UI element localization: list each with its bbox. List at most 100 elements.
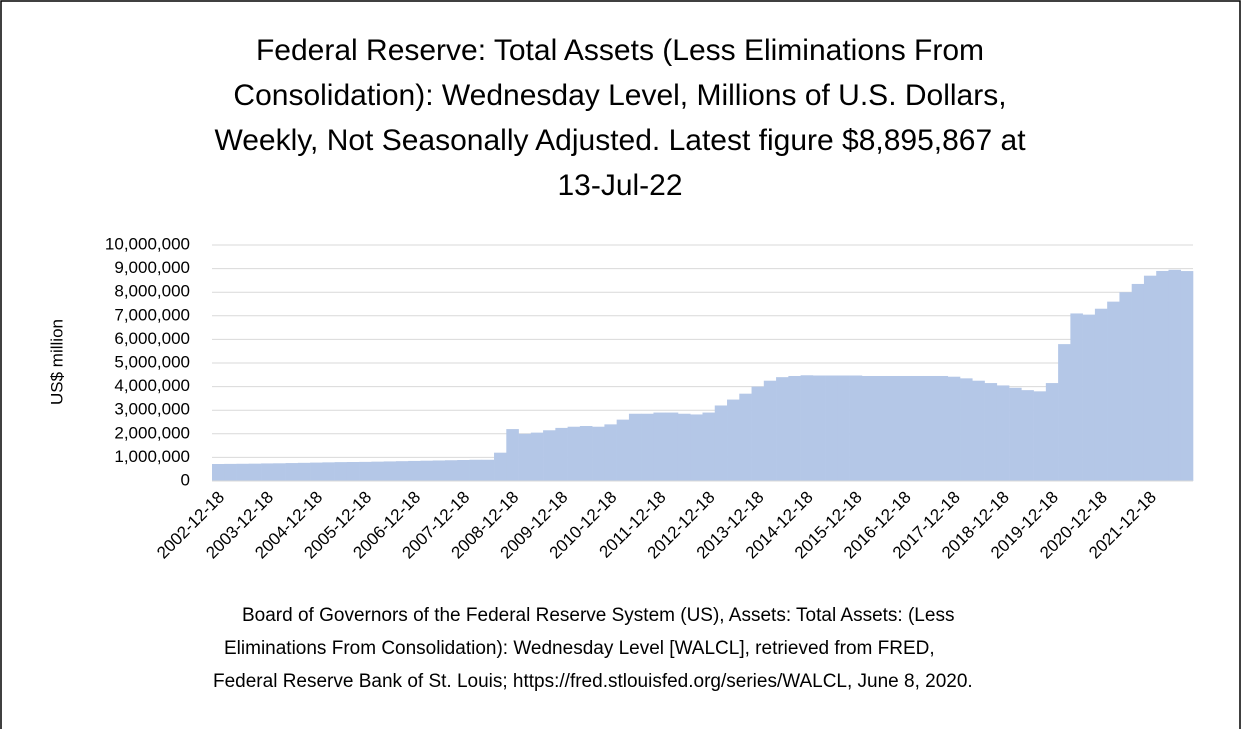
bar [910,375,924,481]
chart-title: Consolidation): Wednesday Level, Million… [233,79,1006,112]
bar [751,386,765,481]
bar [690,414,703,481]
chart-title: Federal Reserve: Total Assets (Less Elim… [256,34,984,67]
bar [395,461,409,481]
y-tick-label: 8,000,000 [114,282,190,301]
bar [972,380,985,481]
bar [543,430,556,481]
y-tick-label: 7,000,000 [114,305,190,324]
bar [285,463,299,481]
y-tick-label: 3,000,000 [114,400,190,419]
bar [727,399,740,481]
bar [1033,391,1047,481]
bar [579,426,593,481]
bar [310,462,323,481]
bar [1119,292,1132,481]
bar [1156,270,1169,481]
bar [469,459,483,481]
bar [984,383,998,481]
bar [604,424,617,481]
bar [874,375,887,481]
bar [1168,269,1182,481]
y-tick-label: 4,000,000 [114,376,190,395]
bar [628,413,642,481]
bar [825,375,838,481]
y-tick-label: 6,000,000 [114,329,190,348]
chart-title: Weekly, Not Seasonally Adjusted. Latest … [214,124,1026,157]
y-tick-label: 0 [181,470,190,489]
bar [861,375,875,481]
y-tick-label: 9,000,000 [114,258,190,277]
bar [837,375,850,481]
bar [1045,383,1059,481]
y-tick-label: 2,000,000 [114,423,190,442]
bar [898,375,912,481]
bar [236,463,250,481]
bar [1082,314,1096,481]
bar [371,461,384,481]
bar [432,460,446,481]
bar [1131,283,1145,481]
source-note: Board of Governors of the Federal Reserv… [242,605,954,626]
bar [420,460,434,481]
bar [923,375,936,481]
bar [776,377,789,481]
y-tick-label: 10,000,000 [105,234,190,253]
bar [800,375,814,481]
bar [935,375,949,481]
bar [481,459,495,481]
source-note: Eliminations From Consolidation): Wednes… [224,638,935,659]
bar [641,413,654,481]
bar [677,413,691,481]
bar [322,462,335,481]
bar [359,461,372,481]
bar [457,459,470,481]
bar [444,460,458,481]
bar [739,393,752,481]
bar [1107,301,1120,481]
source-note: Federal Reserve Bank of St. Louis; https… [213,671,973,692]
bar [592,426,605,481]
bar [947,376,961,481]
bar [1021,390,1034,481]
bar [1143,275,1157,481]
bar [1180,271,1194,481]
bar [886,375,899,481]
chart-title: 13-Jul-22 [557,169,682,202]
bar [616,419,630,481]
bar [702,412,716,481]
bar [297,462,311,481]
bar [653,412,667,481]
bar [334,462,348,481]
bar [763,380,777,481]
y-axis-label: US$ million [47,319,66,405]
bar [273,463,286,481]
bar [1094,308,1108,481]
bar [346,462,360,481]
bar [248,463,262,481]
bar [1058,344,1071,481]
bar [812,375,826,481]
bar [518,433,532,481]
bar [530,432,544,481]
bar [224,463,237,481]
bar [567,426,581,481]
bar [996,385,1010,481]
bar [506,429,519,481]
bar [212,464,225,481]
bar [383,461,397,481]
bar [408,460,421,481]
y-tick-label: 1,000,000 [114,447,190,466]
bar [788,375,801,481]
y-tick-label: 5,000,000 [114,352,190,371]
bar [849,375,863,481]
bar [1009,387,1022,481]
bar [665,412,679,481]
bar [1070,313,1083,481]
bar [261,463,274,481]
bar [714,405,728,481]
bar [494,452,507,481]
bar [555,427,568,481]
